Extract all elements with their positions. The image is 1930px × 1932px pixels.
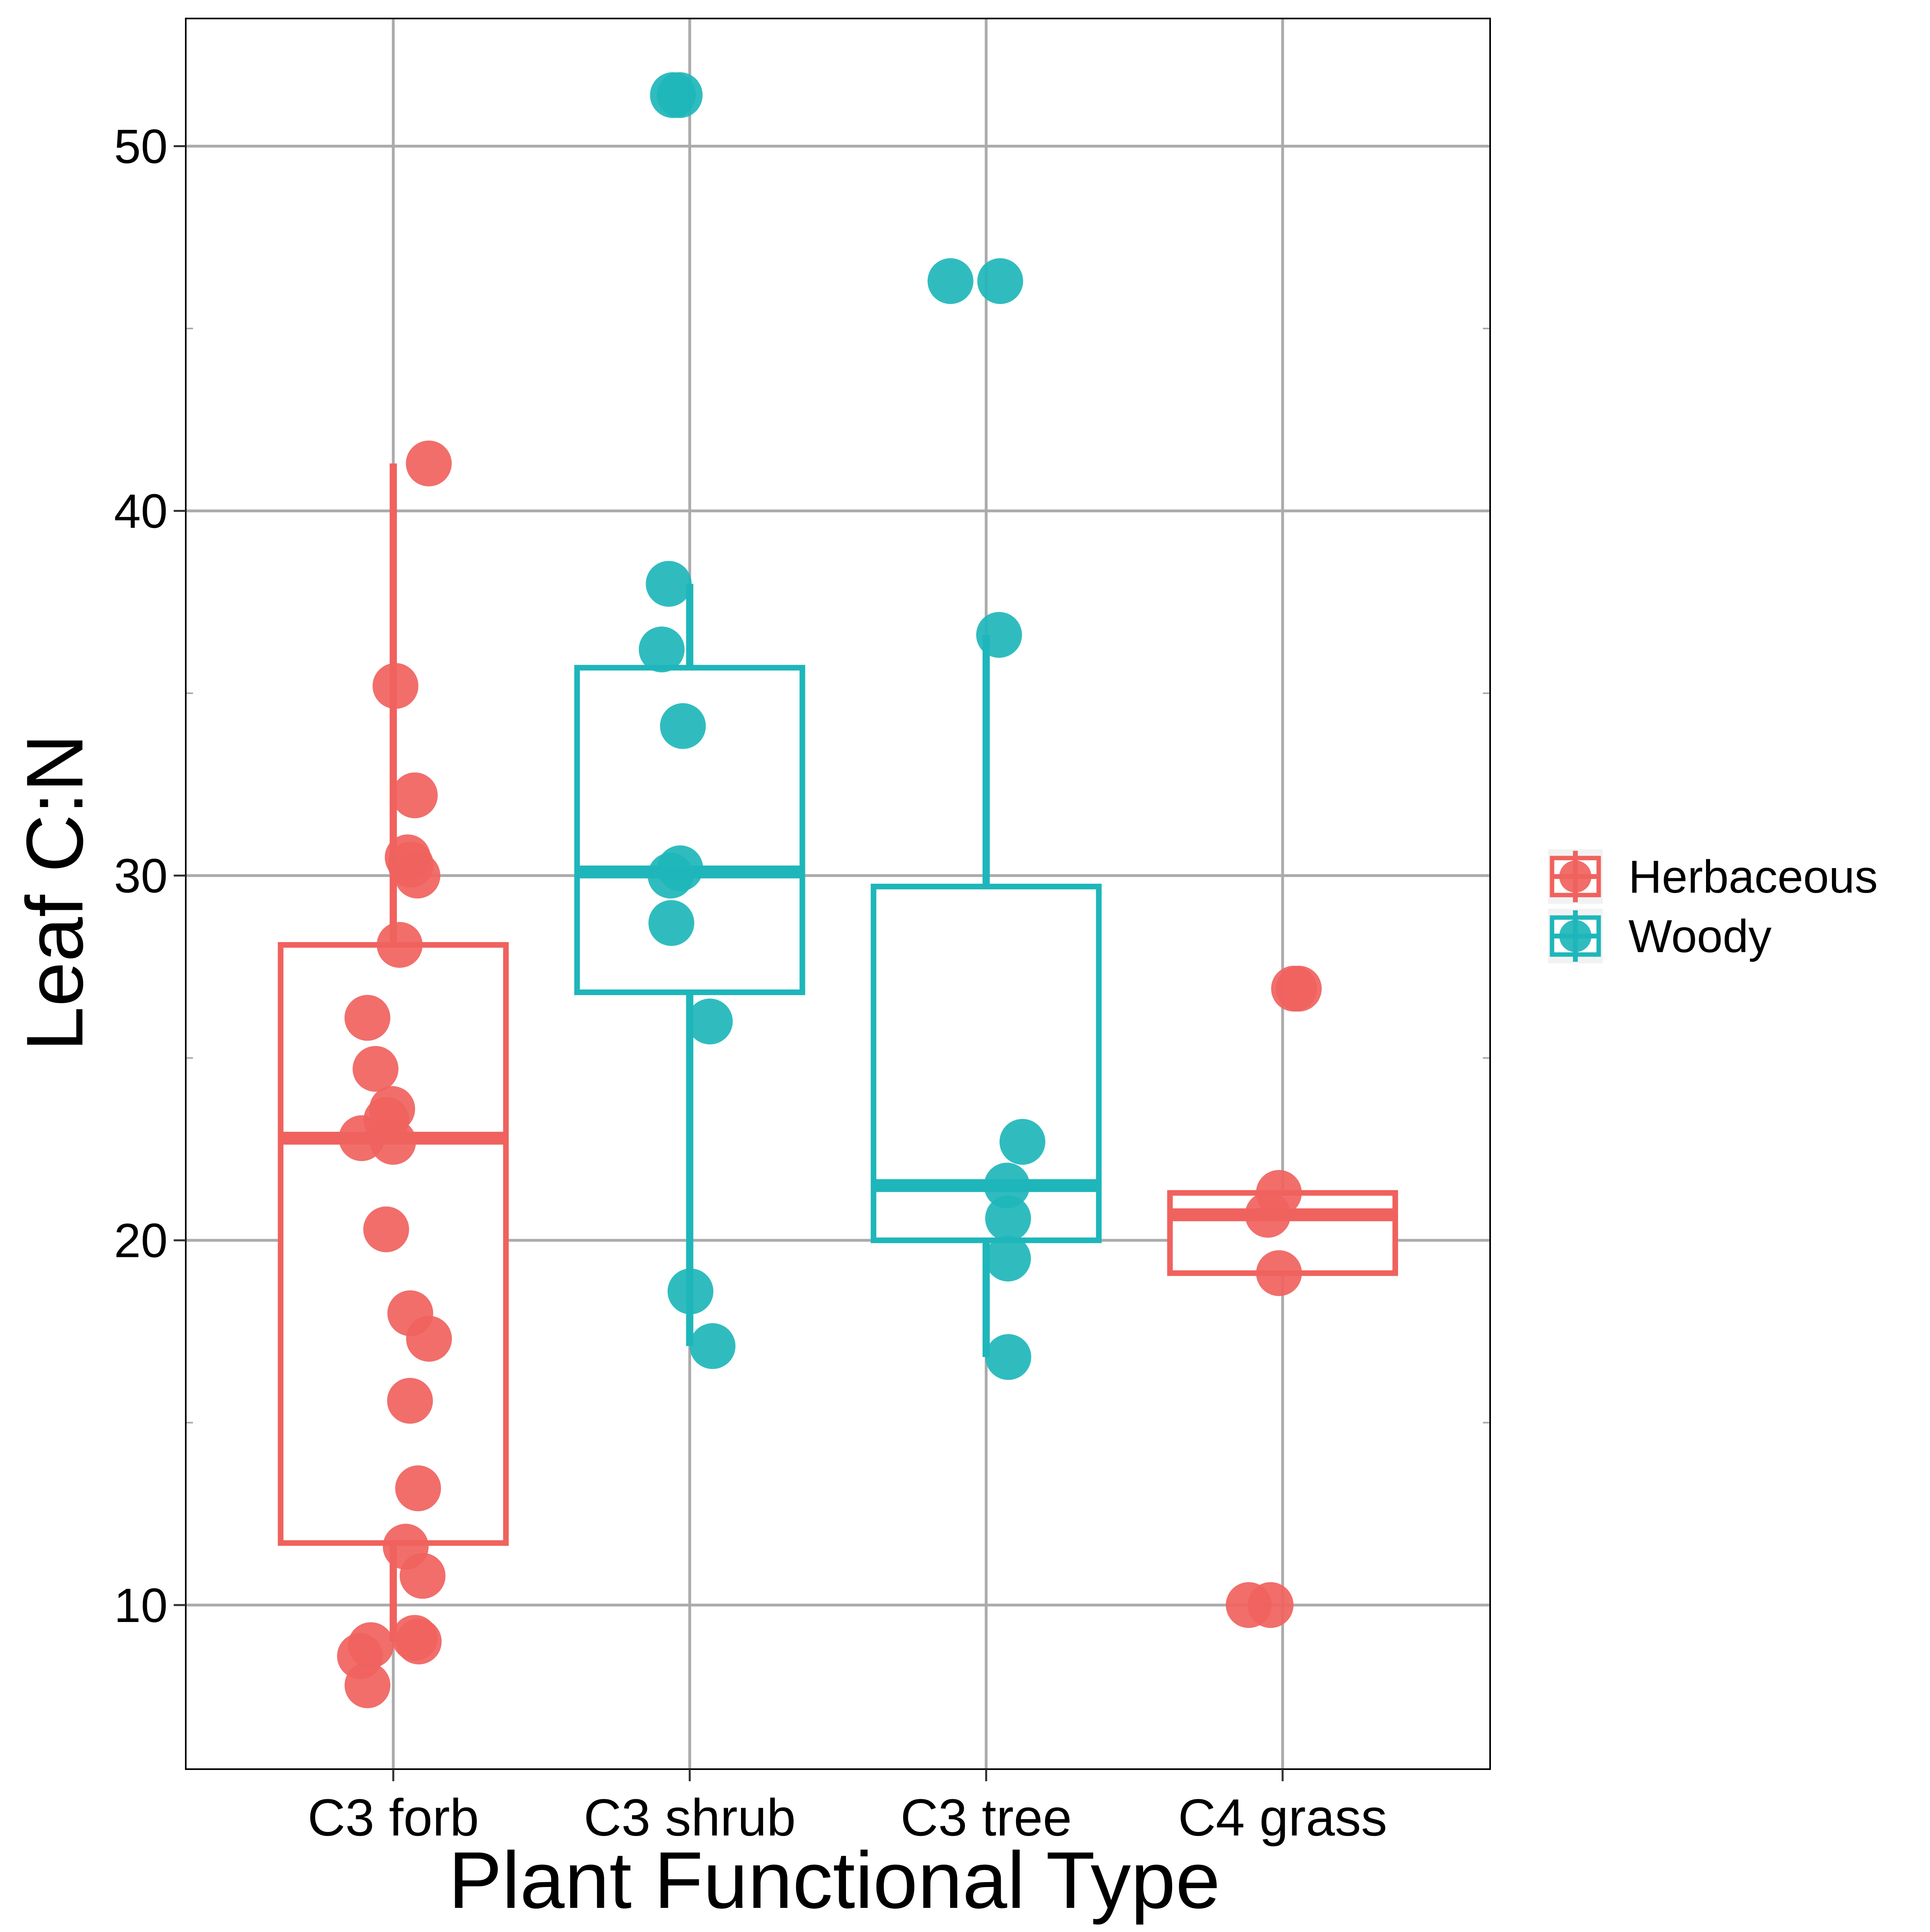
data-point	[1256, 1250, 1302, 1296]
y-tick-label: 50	[114, 119, 168, 173]
data-point	[927, 258, 973, 304]
data-point	[660, 703, 706, 749]
x-tick-label: C3 tree	[900, 1788, 1072, 1847]
x-tick-label: C3 forb	[308, 1788, 479, 1847]
y-tick-label: 20	[114, 1214, 168, 1268]
data-point	[406, 1316, 452, 1362]
legend-label: Herbaceous	[1628, 851, 1878, 903]
panel-border	[185, 18, 1491, 1770]
axes: 10 20 30 40 50 C3 forb C3 shrub C3 tree C4 grass	[114, 119, 1387, 1847]
data-point	[1226, 1582, 1272, 1628]
data-point	[396, 1618, 442, 1665]
data-point	[976, 612, 1022, 658]
data-point	[639, 626, 685, 673]
data-point	[370, 1119, 416, 1165]
data-point	[647, 852, 694, 899]
y-axis-title: Leaf C:N	[10, 734, 100, 1051]
data-point	[650, 72, 696, 118]
y-tick-label: 10	[114, 1579, 168, 1632]
data-point	[394, 852, 441, 899]
data-point	[984, 1162, 1030, 1209]
data-point	[363, 1206, 409, 1252]
data-point	[646, 561, 692, 607]
x-axis-title: Plant Functional Type	[448, 1836, 1220, 1925]
data-point	[399, 1553, 446, 1599]
data-point	[352, 1046, 398, 1092]
legend-item-woody: Woody	[1548, 909, 1772, 963]
data-point	[344, 995, 390, 1041]
data-point	[985, 1334, 1031, 1380]
data-points	[337, 72, 1322, 1708]
y-tick-label: 30	[114, 849, 168, 903]
legend-label: Woody	[1628, 911, 1772, 962]
box-c3-tree	[871, 634, 1102, 1357]
legend-key-point	[1559, 920, 1591, 952]
data-point	[977, 258, 1023, 304]
x-tick-label: C4 grass	[1178, 1788, 1387, 1847]
data-point	[392, 772, 438, 819]
data-point	[687, 998, 733, 1045]
legend-key-point	[1559, 860, 1591, 893]
data-point	[372, 663, 419, 709]
y-tick-label: 40	[114, 485, 168, 538]
data-point	[395, 1465, 441, 1511]
data-point	[376, 922, 423, 968]
legend: Herbaceous Woody	[1548, 849, 1878, 963]
legend-item-herbaceous: Herbaceous	[1548, 849, 1878, 904]
x-tick-label: C3 shrub	[584, 1788, 796, 1847]
data-point	[690, 1323, 736, 1369]
data-point	[344, 1662, 390, 1708]
data-point	[387, 1378, 433, 1424]
data-point	[406, 440, 452, 487]
data-point	[667, 1268, 714, 1314]
data-point	[1271, 965, 1317, 1012]
data-point	[985, 1236, 1031, 1282]
data-point	[648, 900, 694, 946]
data-point	[1245, 1192, 1291, 1238]
data-point	[985, 1195, 1031, 1242]
data-point	[999, 1119, 1045, 1165]
